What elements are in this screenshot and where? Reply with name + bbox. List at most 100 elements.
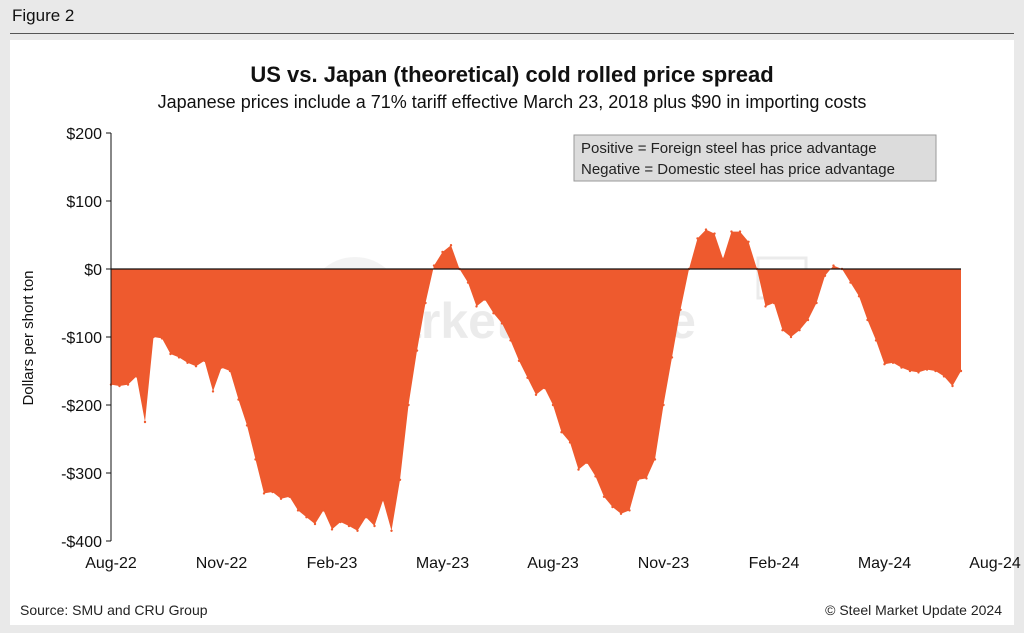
data-point	[160, 337, 164, 340]
data-point	[679, 308, 682, 311]
data-point	[347, 524, 351, 528]
data-point	[857, 295, 861, 298]
data-point	[602, 495, 606, 498]
y-tick-label: -$300	[61, 466, 102, 483]
data-point	[883, 363, 886, 366]
data-point	[381, 499, 385, 502]
data-point	[823, 274, 827, 277]
data-point	[534, 393, 538, 396]
data-point	[636, 478, 640, 481]
x-tick-label: May-24	[858, 555, 911, 572]
data-point	[874, 339, 878, 342]
data-point	[832, 264, 835, 267]
data-point	[169, 352, 172, 356]
data-point	[330, 528, 334, 531]
data-point	[959, 369, 963, 373]
data-point	[747, 240, 750, 243]
legend-box	[573, 134, 937, 182]
data-point	[339, 520, 342, 524]
x-tick-label: Nov-23	[638, 555, 690, 572]
data-point	[492, 312, 495, 315]
data-point	[696, 237, 699, 240]
data-point	[611, 505, 614, 509]
data-point	[483, 298, 487, 301]
data-point	[713, 232, 716, 235]
copyright-note: © Steel Market Update 2024	[825, 602, 1002, 618]
data-point	[407, 403, 410, 407]
data-point	[313, 522, 317, 526]
y-tick-label: -$200	[61, 398, 102, 415]
data-point	[432, 264, 436, 267]
y-tick-label: $100	[66, 194, 102, 211]
data-point	[288, 495, 291, 498]
data-point	[466, 281, 470, 284]
data-point	[296, 509, 300, 512]
data-point	[849, 281, 852, 284]
x-tick-label: Aug-23	[527, 555, 579, 572]
data-point	[220, 366, 223, 369]
data-point	[305, 516, 308, 519]
data-point	[390, 529, 393, 532]
data-point	[262, 492, 266, 495]
data-point	[730, 230, 733, 233]
data-point	[364, 516, 368, 519]
data-point	[721, 257, 725, 260]
data-point	[475, 305, 478, 308]
data-point	[211, 390, 215, 393]
data-point	[866, 318, 869, 322]
header-divider	[10, 33, 1014, 34]
data-point	[934, 369, 937, 373]
data-point	[135, 375, 138, 378]
data-point	[126, 383, 130, 386]
y-tick-label: -$400	[61, 534, 102, 551]
data-point	[568, 441, 572, 444]
data-point	[186, 361, 189, 364]
data-point	[415, 349, 419, 352]
figure-label: Figure 2	[12, 6, 75, 25]
legend-entry-positive: Positive = Foreign steel has price advan…	[581, 140, 877, 157]
chart-subtitle: Japanese prices include a 71% tariff eff…	[157, 92, 867, 112]
data-point	[789, 335, 793, 339]
legend-entry-negative: Negative = Domestic steel has price adva…	[581, 161, 895, 178]
data-point	[925, 368, 929, 371]
data-point	[152, 335, 155, 339]
source-note: Source: SMU and CRU Group	[20, 602, 208, 618]
data-point	[662, 403, 665, 407]
y-tick-label: -$100	[61, 330, 102, 347]
data-point	[237, 398, 240, 401]
data-point	[449, 244, 453, 247]
data-point	[517, 359, 521, 362]
data-point	[891, 361, 895, 364]
chart-title: US vs. Japan (theoretical) cold rolled p…	[250, 62, 774, 87]
data-point	[653, 458, 657, 461]
data-point	[271, 490, 274, 494]
data-point	[322, 509, 325, 512]
data-point	[764, 305, 767, 308]
x-tick-label: Feb-24	[749, 555, 800, 572]
data-point	[798, 329, 801, 332]
data-point	[619, 512, 623, 515]
data-point	[509, 339, 512, 342]
series-area	[111, 229, 961, 531]
x-tick-label: Feb-23	[307, 555, 358, 572]
x-tick-label: Aug-22	[85, 555, 137, 572]
y-tick-label: $0	[84, 262, 102, 279]
data-point	[670, 356, 674, 359]
x-tick-label: Nov-22	[196, 555, 248, 572]
data-point	[628, 509, 631, 512]
data-point	[203, 359, 206, 362]
data-point	[526, 376, 529, 379]
data-point	[356, 529, 359, 532]
data-point	[781, 329, 784, 332]
data-point	[951, 384, 954, 388]
data-point	[118, 384, 121, 388]
data-point	[424, 301, 427, 305]
data-point	[254, 458, 257, 461]
data-point	[806, 318, 810, 322]
data-point	[577, 468, 580, 471]
data-point	[917, 371, 920, 374]
data-point	[594, 475, 597, 478]
data-point	[585, 461, 589, 464]
x-tick-label: Aug-24	[969, 555, 1021, 572]
data-point	[738, 230, 742, 233]
